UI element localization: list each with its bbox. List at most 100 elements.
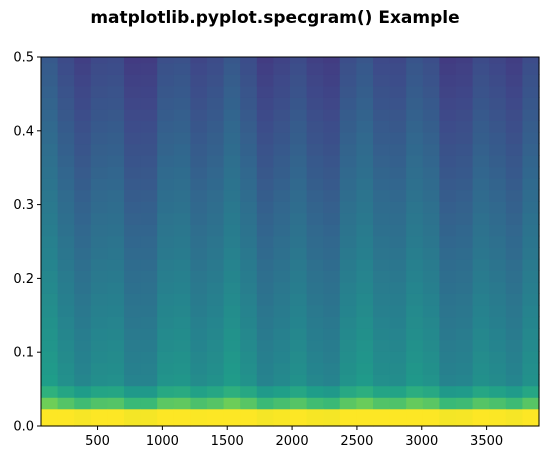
spectrogram-cell: [190, 155, 208, 168]
spectrogram-cell: [223, 212, 241, 225]
spectrogram-cell: [356, 408, 374, 421]
spectrogram-cell: [207, 304, 225, 318]
spectrogram-cell: [389, 235, 407, 248]
spectrogram-cell: [107, 385, 125, 398]
spectrogram-cell: [339, 316, 357, 329]
spectrogram-cell: [223, 281, 241, 294]
spectrogram-cell: [489, 166, 507, 179]
spectrogram-cell: [140, 316, 158, 329]
spectrogram-cell: [90, 374, 108, 387]
spectrogram-cell: [472, 212, 490, 225]
spectrogram-cell: [339, 85, 357, 98]
spectrogram-cell: [306, 339, 324, 352]
spectrogram-cell: [256, 408, 274, 421]
spectrogram-cell: [290, 385, 308, 398]
spectrogram-cell: [522, 74, 540, 87]
spectrogram-cell: [290, 339, 308, 352]
spectrogram-cell: [41, 258, 59, 271]
spectrogram-cell: [472, 57, 490, 64]
spectrogram-cell: [290, 420, 308, 427]
spectrogram-cell: [439, 74, 457, 87]
spectrogram-cell: [406, 362, 424, 375]
spectrogram-cell: [190, 293, 208, 306]
spectrogram-cell: [256, 131, 274, 145]
spectrogram-cell: [489, 201, 507, 214]
spectrogram-cell: [373, 281, 391, 294]
spectrogram-cell: [90, 397, 108, 410]
spectrogram-cell: [173, 62, 191, 75]
spectrogram-cell: [472, 247, 490, 260]
spectrogram-cell: [223, 57, 241, 64]
spectrogram-cell: [290, 258, 308, 271]
spectrogram-cell: [389, 339, 407, 352]
spectrogram-cell: [273, 212, 291, 225]
spectrogram-cell: [240, 281, 258, 294]
spectrogram-cell: [140, 281, 158, 294]
spectrogram-cell: [306, 212, 324, 225]
spectrogram-cell: [140, 408, 158, 421]
spectrogram-cell: [57, 97, 75, 110]
spectrogram-cell: [472, 397, 490, 410]
spectrogram-cell: [157, 224, 175, 237]
spectrogram-cell: [207, 178, 225, 191]
spectrogram-cell: [489, 155, 507, 168]
spectrogram-cell: [290, 270, 308, 283]
spectrogram-cell: [74, 235, 92, 248]
spectrogram-cell: [373, 85, 391, 98]
spectrogram-cell: [240, 224, 258, 237]
spectrogram-cell: [190, 85, 208, 98]
spectrogram-cell: [505, 212, 523, 225]
spectrogram-cell: [240, 155, 258, 168]
spectrogram-cell: [389, 74, 407, 87]
spectrogram-cell: [439, 178, 457, 191]
spectrogram-cell: [505, 62, 523, 75]
spectrogram-cell: [124, 97, 142, 110]
spectrogram-cell: [256, 327, 274, 341]
spectrogram-cell: [74, 316, 92, 329]
spectrogram-cell: [207, 224, 225, 237]
spectrogram-cell: [439, 189, 457, 202]
spectrogram-cell: [240, 362, 258, 375]
spectrogram-cell: [207, 327, 225, 341]
spectrogram-cell: [107, 293, 125, 306]
spectrogram-cell: [173, 270, 191, 283]
spectrogram-cell: [489, 143, 507, 156]
spectrogram-cell: [57, 316, 75, 329]
spectrogram-cell: [223, 166, 241, 179]
spectrogram-cell: [223, 374, 241, 387]
spectrogram-cell: [173, 108, 191, 122]
spectrogram-cell: [290, 327, 308, 341]
spectrogram-cell: [389, 374, 407, 387]
spectrogram-cell: [406, 281, 424, 294]
spectrogram-cell: [207, 362, 225, 375]
spectrogram-cell: [41, 224, 59, 237]
spectrogram-cell: [356, 397, 374, 410]
spectrogram-cell: [522, 97, 540, 110]
spectrogram-cell: [223, 235, 241, 248]
spectrogram-cell: [456, 131, 474, 145]
spectrogram-cell: [456, 120, 474, 133]
spectrogram-cell: [74, 385, 92, 398]
spectrogram-cell: [373, 62, 391, 75]
spectrogram-cell: [107, 62, 125, 75]
spectrogram-cell: [240, 316, 258, 329]
spectrogram-cell: [190, 166, 208, 179]
spectrogram-cell: [190, 131, 208, 145]
spectrogram-cell: [57, 397, 75, 410]
spectrogram-cell: [356, 143, 374, 156]
spectrogram-cell: [273, 374, 291, 387]
spectrogram-cell: [389, 293, 407, 306]
spectrogram-cell: [157, 108, 175, 122]
spectrogram-cell: [207, 74, 225, 87]
spectrogram-cell: [256, 97, 274, 110]
spectrogram-cell: [472, 374, 490, 387]
spectrogram-cell: [339, 281, 357, 294]
spectrogram-cell: [439, 374, 457, 387]
spectrogram-cell: [373, 120, 391, 133]
spectrogram-cell: [273, 178, 291, 191]
y-tick-label: 0.5: [13, 51, 34, 66]
spectrogram-cell: [41, 316, 59, 329]
spectrogram-cell: [306, 143, 324, 156]
spectrogram-cell: [41, 57, 59, 64]
